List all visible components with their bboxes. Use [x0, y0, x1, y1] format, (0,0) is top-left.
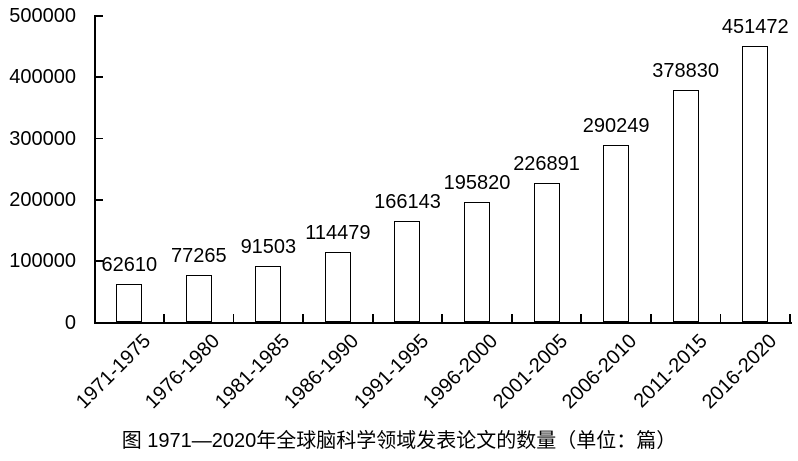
x-axis-category-label: 1971-1975 [71, 330, 155, 414]
x-axis-category-label: 2011-2015 [629, 330, 712, 413]
x-axis-category-label: 2006-2010 [558, 330, 642, 414]
bar [116, 284, 143, 323]
bar-value-label: 114479 [305, 222, 371, 245]
bar-value-label: 378830 [652, 60, 720, 83]
x-axis-tick [719, 313, 722, 322]
bar [533, 183, 560, 323]
y-axis-tick-label: 400000 [9, 66, 76, 89]
y-axis-tick-label: 500000 [9, 5, 76, 27]
x-axis-line [93, 321, 792, 324]
y-axis-tick [95, 137, 103, 140]
bar [603, 144, 630, 323]
x-axis-tick [580, 313, 583, 322]
x-axis-category-label: 1986-1990 [280, 330, 364, 414]
x-axis-tick [650, 313, 652, 322]
y-axis-tick [95, 15, 103, 17]
bar-value-label: 91503 [240, 236, 297, 259]
x-axis-tick [371, 313, 374, 322]
y-axis-line [93, 15, 96, 324]
bar-value-label: 451472 [721, 15, 789, 38]
x-axis-category-label: 1991-1995 [349, 330, 434, 414]
x-axis-category-label: 1996-2000 [419, 330, 503, 414]
y-axis-tick [95, 321, 103, 324]
x-axis-tick [441, 313, 444, 322]
x-axis-tick [93, 313, 96, 322]
bar [742, 45, 769, 323]
bar [464, 202, 491, 323]
y-axis-tick-label: 0 [64, 311, 76, 334]
bar [185, 275, 212, 323]
x-axis-tick [163, 313, 165, 322]
bar-value-label: 62610 [101, 254, 158, 277]
x-axis-category-label: 1981-1985 [210, 330, 294, 414]
bar [394, 220, 421, 323]
x-axis-tick [789, 313, 791, 322]
bar-value-label: 195820 [443, 172, 511, 195]
bar-value-label: 226891 [513, 153, 580, 176]
figure-caption: 图 1971—2020年全球脑科学领域发表论文的数量（单位：篇） [121, 430, 677, 452]
y-axis-tick [95, 199, 103, 201]
bar-value-label: 290249 [582, 114, 650, 137]
x-axis-tick [510, 313, 513, 322]
x-axis-tick [302, 313, 305, 322]
y-axis-tick [95, 260, 103, 263]
y-axis-tick-label: 100000 [9, 250, 76, 273]
y-axis-tick-label: 200000 [9, 188, 76, 211]
x-axis-category-label: 2001-2005 [488, 330, 573, 414]
bar-value-label: 77265 [171, 245, 227, 268]
x-axis-category-label: 1976-1980 [141, 330, 225, 414]
x-axis-tick [232, 313, 235, 322]
bar-value-label: 166143 [374, 190, 441, 213]
y-axis-tick-label: 300000 [9, 127, 76, 150]
bar [672, 90, 699, 323]
bar [255, 266, 282, 323]
bar [324, 252, 351, 323]
x-axis-category-label: 2016-2020 [697, 330, 781, 414]
y-axis-tick [95, 76, 103, 79]
